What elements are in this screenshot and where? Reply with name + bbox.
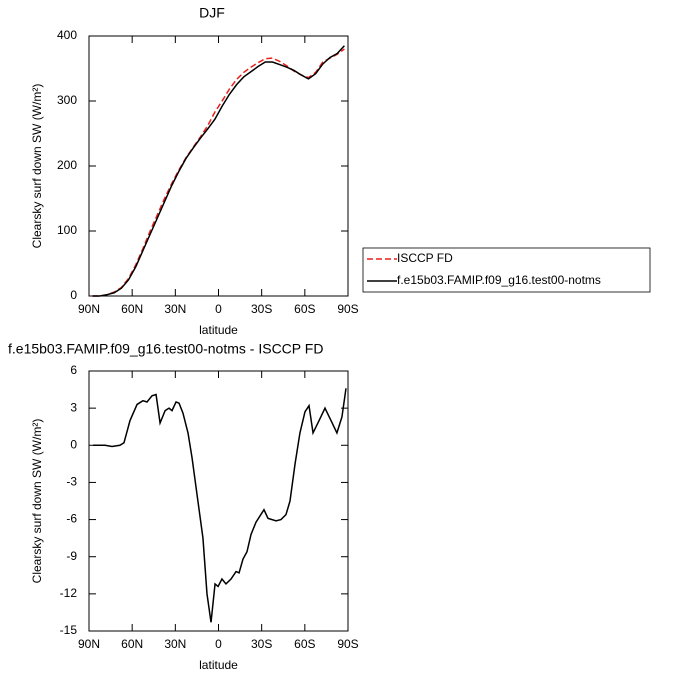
chart-title: DJF	[199, 5, 225, 21]
x-tick-label: 30N	[164, 302, 186, 316]
x-tick-label: 90S	[337, 637, 358, 651]
y-tick-label: 6	[70, 363, 77, 377]
chart-title: f.e15b03.FAMIP.f09_g16.test00-notms - IS…	[8, 341, 323, 357]
x-tick-label: 90S	[337, 302, 358, 316]
legend-label: ISCCP FD	[397, 251, 453, 265]
plot-frame	[88, 370, 349, 632]
y-tick-label: 400	[57, 28, 77, 42]
y-tick-label: -15	[60, 623, 78, 637]
plot-frame	[88, 35, 349, 297]
y-tick-label: 3	[70, 400, 77, 414]
legend-box	[362, 247, 651, 293]
y-tick-label: 100	[57, 223, 77, 237]
x-tick-label: 30S	[251, 637, 272, 651]
x-axis-label: latitude	[199, 658, 238, 672]
y-tick-label: 0	[70, 288, 77, 302]
y-tick-label: -6	[66, 512, 77, 526]
y-tick-label: -12	[60, 586, 78, 600]
y-tick-label: -9	[66, 549, 77, 563]
x-tick-label: 60N	[121, 302, 143, 316]
data-line	[92, 45, 345, 297]
data-line	[93, 388, 347, 623]
y-tick-label: 0	[70, 437, 77, 451]
x-tick-label: 0	[215, 302, 222, 316]
x-tick-label: 30N	[164, 637, 186, 651]
x-tick-label: 0	[215, 637, 222, 651]
x-tick-label: 60S	[294, 637, 315, 651]
y-axis-label: Clearsky surf down SW (W/m²)	[30, 419, 44, 584]
y-tick-label: 300	[57, 93, 77, 107]
x-tick-label: 90N	[78, 302, 100, 316]
y-tick-label: 200	[57, 158, 77, 172]
y-axis-label: Clearsky surf down SW (W/m²)	[30, 84, 44, 249]
legend-label: f.e15b03.FAMIP.f09_g16.test00-notms	[397, 273, 601, 287]
y-tick-label: -3	[66, 475, 77, 489]
x-tick-label: 90N	[78, 637, 100, 651]
x-tick-label: 60S	[294, 302, 315, 316]
x-axis-label: latitude	[199, 323, 238, 337]
data-line	[92, 48, 345, 297]
x-tick-label: 60N	[121, 637, 143, 651]
x-tick-label: 30S	[251, 302, 272, 316]
